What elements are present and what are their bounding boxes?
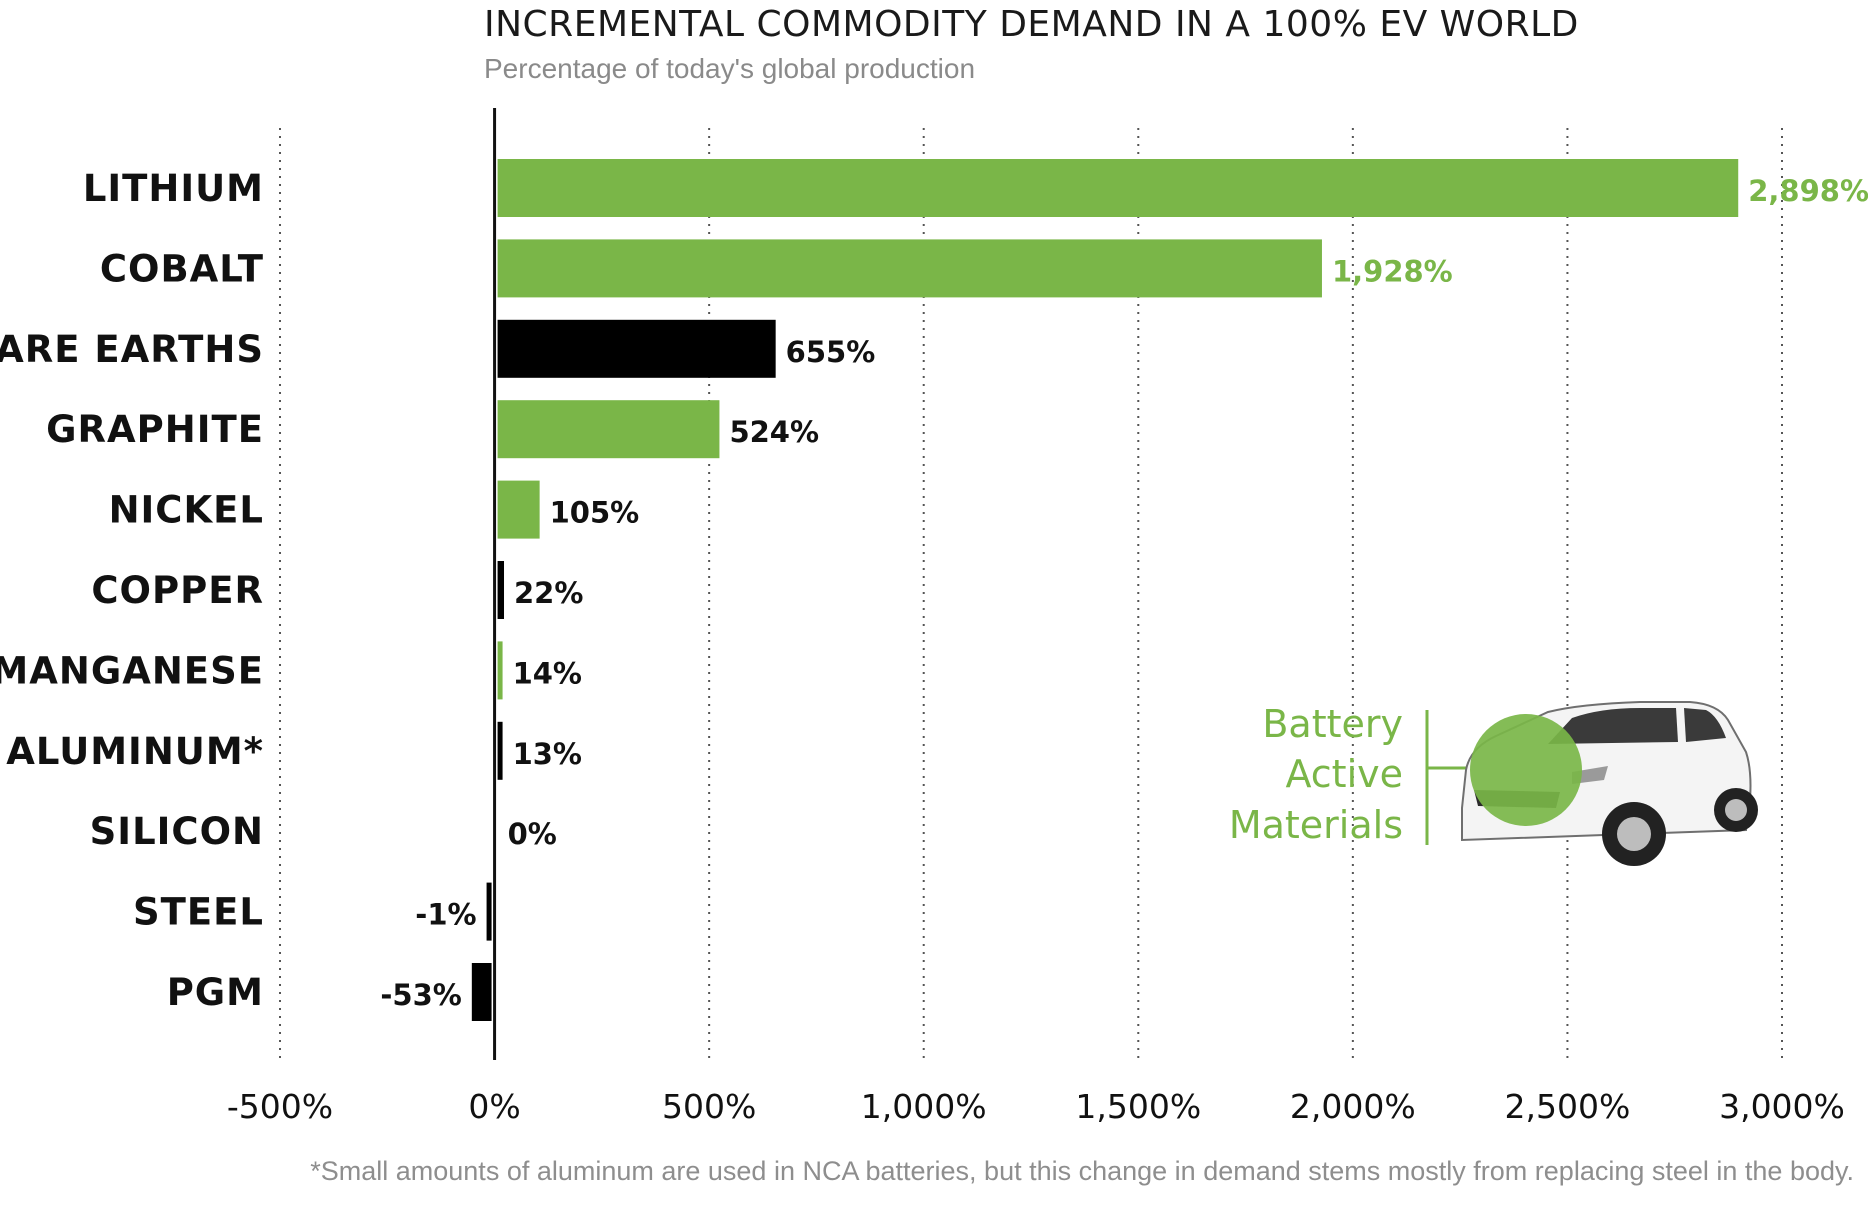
bar-4 [497,480,540,539]
bar-2 [497,319,776,378]
bar-9 [486,882,492,941]
bar-0 [497,159,1739,217]
value-label-1: 1,928% [1332,254,1453,288]
x-tick-label-7: 3,000% [1719,1087,1845,1126]
legend-label-line-3: Materials [1229,803,1403,847]
electric-car-icon [1461,701,1758,866]
value-label-9: -1% [415,898,476,932]
bar-1 [497,239,1322,298]
value-label-5: 22% [514,576,583,610]
category-label-6: MANGANESE [0,649,264,692]
category-label-5: COPPER [91,569,264,612]
x-tick-label-2: 500% [662,1087,756,1126]
legend-label-line-2: Active [1285,752,1403,796]
bars [471,159,1739,1021]
category-labels: LITHIUM COBALT RARE EARTHS GRAPHITE NICKEL CO… [0,167,264,1014]
x-tick-label-1: 0% [468,1087,520,1126]
value-label-7: 13% [513,737,582,771]
legend-label-line-1: Battery [1262,702,1403,746]
category-label-3: GRAPHITE [46,408,264,451]
x-tick-label-6: 2,500% [1505,1087,1631,1126]
gridlines [279,128,1783,1060]
category-label-8: SILICON [90,810,264,853]
battery-highlight-swatch [1470,714,1582,826]
value-label-10: -53% [380,978,461,1012]
category-label-2: RARE EARTHS [0,328,264,371]
chart-title: INCREMENTAL COMMODITY DEMAND IN A 100% E… [484,4,1579,45]
value-label-6: 14% [513,656,582,690]
x-tick-label-0: -500% [227,1087,333,1126]
category-label-1: COBALT [100,247,264,290]
category-label-0: LITHIUM [83,167,264,210]
bar-3 [497,400,720,459]
x-tick-label-4: 1,500% [1075,1087,1201,1126]
bar-5 [497,561,505,619]
value-labels: 2,898% 1,928% 655% 524% 105% 22% 14% 13% 0% -1% -5… [380,174,1868,1012]
category-label-7: ALUMINUM* [6,730,264,773]
category-label-9: STEEL [133,891,264,934]
bar-10 [471,963,492,1021]
value-label-8: 0% [508,817,557,851]
category-label-4: NICKEL [109,489,264,532]
category-label-10: PGM [167,971,264,1014]
value-label-0: 2,898% [1748,174,1868,208]
x-tick-label-5: 2,000% [1290,1087,1416,1126]
x-axis-ticks: -500% 0% 500% 1,000% 1,500% 2,000% 2,500% 3,000… [227,1087,1845,1126]
legend: Battery Active Materials [1229,701,1758,866]
value-label-3: 524% [729,415,819,449]
footnote: *Small amounts of aluminum are used in N… [310,1156,1854,1186]
bar-7 [497,721,503,780]
value-label-4: 105% [550,496,640,530]
bar-6 [497,641,503,700]
chart-subtitle: Percentage of today's global production [484,53,975,84]
value-label-2: 655% [786,335,876,369]
x-tick-label-3: 1,000% [861,1087,987,1126]
